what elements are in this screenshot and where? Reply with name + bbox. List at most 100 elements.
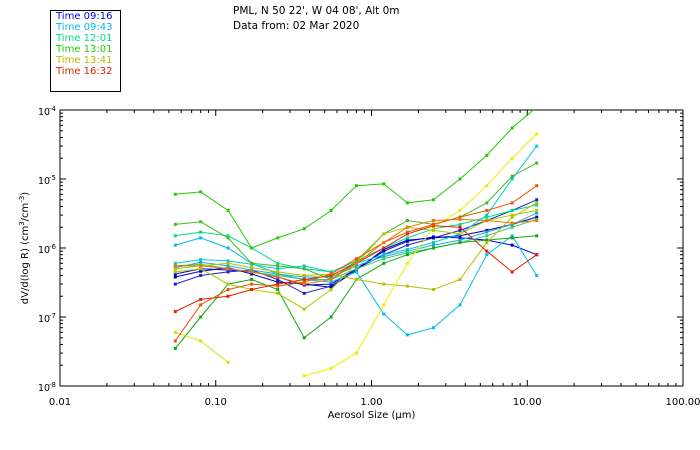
data-point bbox=[354, 257, 358, 261]
data-point bbox=[431, 236, 435, 240]
data-point bbox=[405, 253, 409, 257]
data-point bbox=[510, 174, 514, 178]
series bbox=[173, 234, 539, 350]
data-point bbox=[329, 272, 333, 276]
data-point bbox=[199, 236, 203, 240]
series-line bbox=[304, 133, 538, 377]
data-point bbox=[354, 270, 358, 274]
data-point bbox=[173, 339, 177, 343]
x-tick-label: 10.00 bbox=[513, 397, 542, 408]
data-point bbox=[485, 219, 489, 223]
data-point bbox=[302, 280, 306, 284]
data-point bbox=[510, 236, 514, 240]
data-point bbox=[458, 208, 462, 212]
data-point bbox=[199, 297, 203, 301]
data-point bbox=[485, 208, 489, 212]
data-point bbox=[173, 222, 177, 226]
data-point bbox=[510, 126, 514, 130]
data-point bbox=[405, 333, 409, 337]
y-tick-exponent: -8 bbox=[49, 381, 56, 389]
data-point bbox=[226, 261, 230, 265]
data-point bbox=[458, 228, 462, 232]
axis-ticks bbox=[59, 109, 684, 387]
data-point bbox=[302, 291, 306, 295]
data-point bbox=[276, 280, 280, 284]
data-point bbox=[431, 288, 435, 292]
y-tick-exponent: -4 bbox=[49, 105, 57, 113]
data-point bbox=[431, 198, 435, 202]
data-point bbox=[510, 234, 514, 238]
data-point bbox=[431, 222, 435, 226]
data-point bbox=[199, 273, 203, 277]
data-point bbox=[173, 270, 177, 274]
data-point bbox=[485, 241, 489, 245]
data-point bbox=[485, 213, 489, 217]
data-point bbox=[535, 184, 539, 188]
data-point bbox=[302, 336, 306, 340]
data-point bbox=[199, 315, 203, 319]
data-point bbox=[458, 215, 462, 219]
data-point bbox=[510, 243, 514, 247]
data-point bbox=[354, 351, 358, 355]
data-point bbox=[405, 238, 409, 242]
data-point bbox=[485, 184, 489, 188]
series bbox=[173, 201, 539, 292]
data-point bbox=[431, 219, 435, 223]
data-point bbox=[250, 261, 254, 265]
data-point bbox=[405, 284, 409, 288]
data-point bbox=[329, 282, 333, 286]
data-point bbox=[485, 215, 489, 219]
data-point bbox=[405, 232, 409, 236]
data-point bbox=[535, 234, 539, 238]
data-point bbox=[250, 282, 254, 286]
data-point bbox=[510, 177, 514, 181]
data-point bbox=[485, 201, 489, 205]
data-point bbox=[458, 232, 462, 236]
legend-item: Time 16:32 bbox=[56, 66, 113, 77]
data-point bbox=[173, 330, 177, 334]
y-tick-label: 10 -5 bbox=[38, 174, 56, 187]
series-line bbox=[175, 202, 537, 291]
data-point bbox=[382, 241, 386, 245]
x-tick-label: 100.00 bbox=[666, 397, 700, 408]
data-point bbox=[329, 288, 333, 292]
data-point bbox=[226, 360, 230, 364]
data-date: Data from: 02 Mar 2020 bbox=[233, 20, 360, 32]
data-point bbox=[535, 208, 539, 212]
data-point bbox=[302, 275, 306, 279]
data-point bbox=[302, 307, 306, 311]
data-point bbox=[173, 261, 177, 265]
data-point bbox=[382, 248, 386, 252]
data-point bbox=[431, 326, 435, 330]
legend-item: Time 13:01 bbox=[56, 44, 113, 55]
data-point bbox=[510, 156, 514, 160]
data-point bbox=[302, 273, 306, 277]
data-point bbox=[302, 267, 306, 271]
data-point bbox=[250, 266, 254, 270]
x-tick-label: 1.00 bbox=[360, 397, 382, 408]
data-point bbox=[276, 275, 280, 279]
data-point bbox=[382, 303, 386, 307]
y-tick-label: 10 -4 bbox=[38, 105, 57, 118]
data-point bbox=[382, 246, 386, 250]
data-point bbox=[458, 225, 462, 229]
data-point bbox=[458, 234, 462, 238]
y-axis-label-part: dV/d(log R) (cm bbox=[20, 226, 31, 304]
legend-item: Time 09:43 bbox=[56, 22, 113, 33]
data-point bbox=[226, 267, 230, 271]
x-tick-label: 0.10 bbox=[205, 397, 227, 408]
data-point bbox=[485, 249, 489, 253]
data-point bbox=[485, 230, 489, 234]
data-point bbox=[458, 222, 462, 226]
data-point bbox=[199, 258, 203, 262]
data-point bbox=[510, 221, 514, 225]
data-point bbox=[329, 366, 333, 370]
data-point bbox=[535, 203, 539, 207]
data-point bbox=[458, 238, 462, 242]
data-point bbox=[382, 249, 386, 253]
series-line bbox=[175, 110, 535, 249]
data-point bbox=[485, 234, 489, 238]
data-point bbox=[173, 243, 177, 247]
y-tick-exponent: -5 bbox=[49, 174, 56, 182]
data-point bbox=[199, 339, 203, 343]
